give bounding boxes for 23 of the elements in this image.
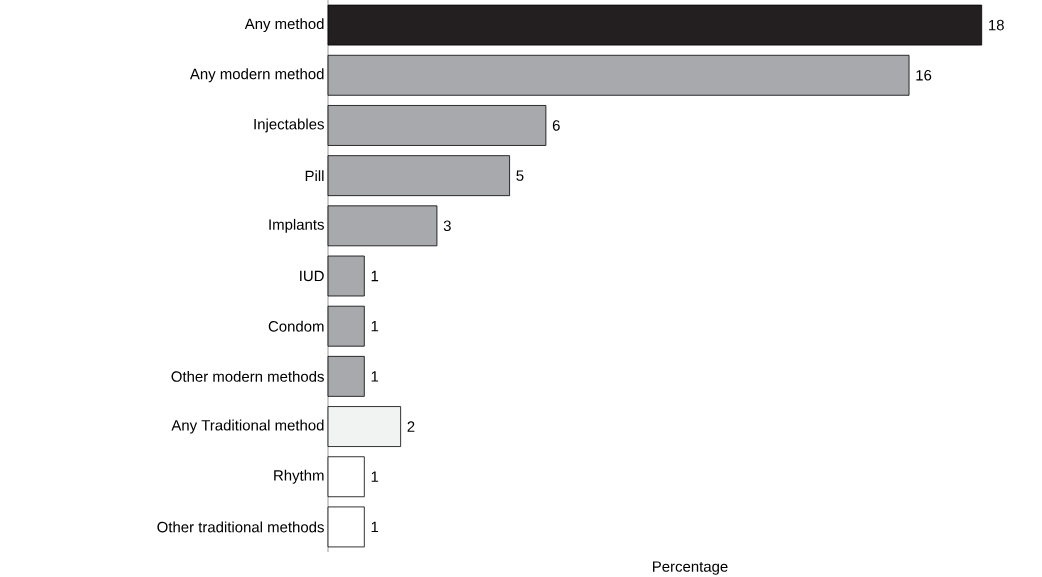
data-label: 1 <box>371 471 379 482</box>
y-tick-label: IUD <box>300 270 324 282</box>
y-tick-label: Other traditional methods <box>157 521 324 533</box>
data-label: 3 <box>443 220 451 232</box>
x-axis-title: Percentage <box>653 561 728 575</box>
data-label: 5 <box>516 170 524 181</box>
data-label: 2 <box>407 421 415 432</box>
data-label: 16 <box>916 69 932 81</box>
data-label: 1 <box>371 371 379 382</box>
data-label: 1 <box>371 521 379 533</box>
y-tick-label: Pill <box>305 170 324 182</box>
y-tick-label: Rhythm <box>274 469 324 484</box>
y-tick-label: Other modern methods <box>171 370 324 382</box>
y-tick-label: Injectables <box>254 118 324 133</box>
data-label: 18 <box>989 19 1004 31</box>
y-tick-label: Condom <box>268 320 324 332</box>
data-label: 6 <box>552 120 560 131</box>
data-label: 1 <box>371 321 379 332</box>
y-tick-label: Any modern method <box>189 68 324 83</box>
y-tick-label: Any Traditional method <box>171 419 324 434</box>
y-tick-label: Implants <box>269 218 324 233</box>
data-label: 1 <box>371 270 379 282</box>
y-tick-label: Any method <box>244 18 324 33</box>
